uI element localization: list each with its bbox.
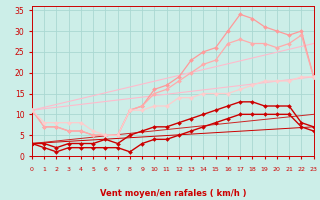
X-axis label: Vent moyen/en rafales ( km/h ): Vent moyen/en rafales ( km/h ): [100, 189, 246, 198]
